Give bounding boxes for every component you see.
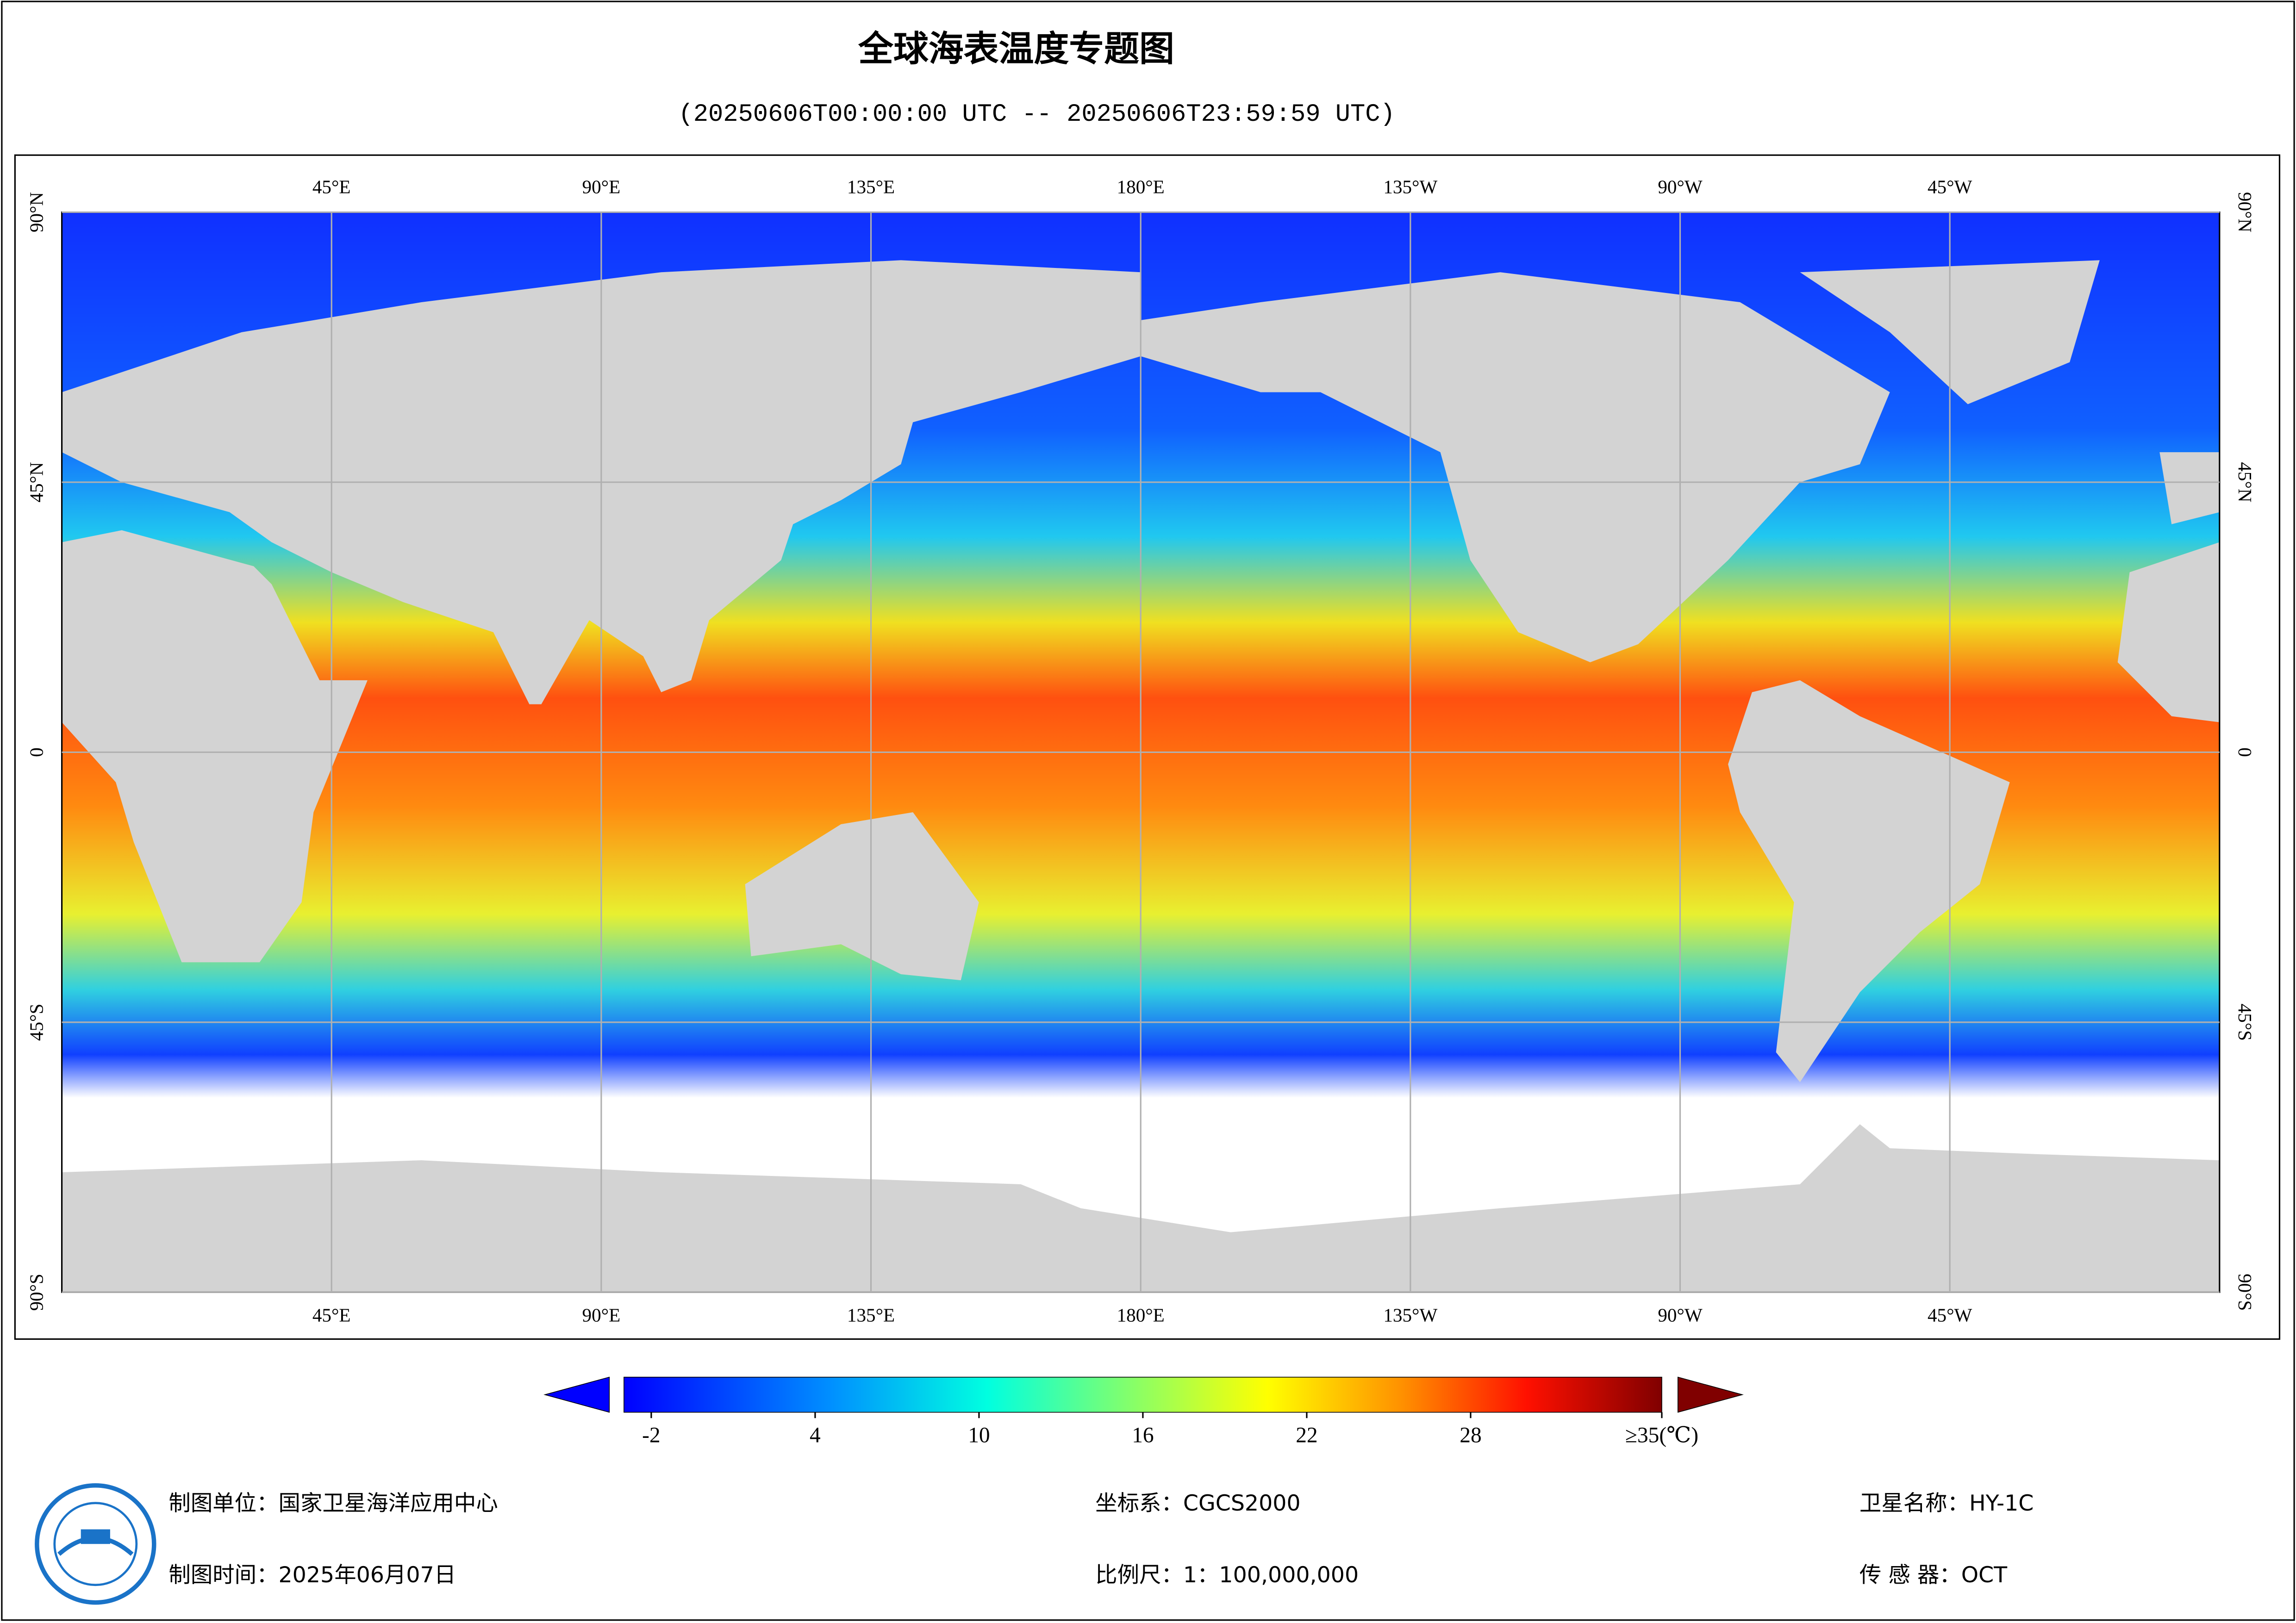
title: 全球海表温度专题图 <box>858 29 1174 69</box>
lat-label: 90°N <box>25 192 47 232</box>
colorbar-label: 10 <box>968 1423 990 1447</box>
colorbar-over <box>1677 1376 1744 1413</box>
colorbar-label: 28 <box>1460 1423 1481 1447</box>
lon-label: 45°E <box>312 1305 351 1326</box>
logo <box>35 1483 156 1605</box>
lat-label: 0 <box>25 747 47 757</box>
subtitle: (20250606T00:00:00 UTC -- 20250606T23:59… <box>679 100 1395 129</box>
colorbar <box>624 1376 1662 1413</box>
lat-label: 90°S <box>2234 1274 2256 1311</box>
lon-label: 45°E <box>312 176 351 197</box>
lon-label: 180°E <box>1117 176 1165 197</box>
colorbar-label: 22 <box>1296 1423 1317 1447</box>
footer-sensor: 传 感 器：OCT <box>1859 1562 2008 1588</box>
lat-label: 90°N <box>2234 192 2256 232</box>
lon-label: 90°E <box>582 1305 621 1326</box>
lon-label: 90°E <box>582 176 621 197</box>
lat-label: 45°N <box>2234 462 2256 502</box>
lon-label: 135°E <box>847 1305 895 1326</box>
lon-label: 90°W <box>1658 1305 1703 1326</box>
map-frame <box>14 154 2281 1340</box>
lon-label: 135°W <box>1383 176 1437 197</box>
lon-label: 180°E <box>1117 1305 1165 1326</box>
lat-label: 45°N <box>25 462 47 502</box>
lat-label: 0 <box>2234 747 2256 757</box>
footer-scale: 比例尺：1：100,000,000 <box>1095 1562 1359 1588</box>
lat-label: 90°S <box>25 1274 47 1311</box>
colorbar-label: 4 <box>810 1423 821 1447</box>
colorbar-label: -2 <box>642 1423 661 1447</box>
lon-label: 135°E <box>847 176 895 197</box>
colorbar-label: 16 <box>1132 1423 1154 1447</box>
colorbar-label: ≥35(℃) <box>1625 1423 1698 1447</box>
footer-satellite: 卫星名称：HY-1C <box>1859 1491 2034 1516</box>
lon-label: 45°W <box>1928 176 1972 197</box>
lat-label: 45°S <box>2234 1004 2256 1041</box>
lon-label: 45°W <box>1928 1305 1972 1326</box>
footer-date: 制图时间：2025年06月07日 <box>168 1562 456 1588</box>
lon-label: 135°W <box>1383 1305 1437 1326</box>
colorbar-under <box>543 1376 610 1413</box>
lat-label: 45°S <box>25 1004 47 1041</box>
footer-unit: 制图单位：国家卫星海洋应用中心 <box>168 1491 498 1516</box>
lon-label: 90°W <box>1658 176 1703 197</box>
footer-crs: 坐标系：CGCS2000 <box>1095 1491 1300 1516</box>
